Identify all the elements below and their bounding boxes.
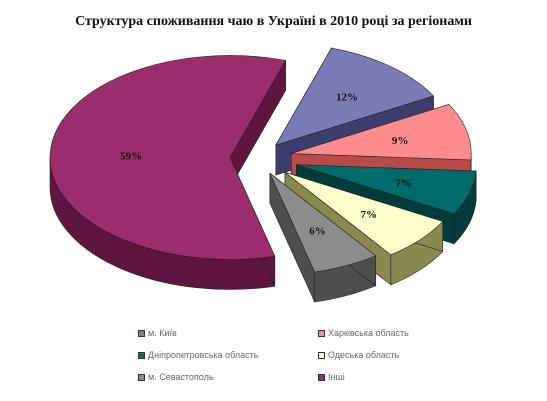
data-label: 7% [395, 177, 412, 189]
pie-slice-4 [269, 172, 377, 303]
legend-swatch [138, 373, 145, 381]
pie-slice-top [284, 171, 444, 256]
legend-label: м. Київ [148, 328, 177, 338]
pie-slice-5 [49, 55, 287, 290]
legend-label: Інші [328, 372, 345, 382]
data-label: 59% [120, 151, 142, 163]
legend-label: Дніпропетровська область [148, 350, 259, 360]
legend-item: Інші [318, 372, 345, 382]
legend-item: Харківська область [318, 328, 409, 338]
data-label: 9% [392, 135, 409, 147]
legend-swatch [318, 373, 325, 381]
legend-swatch [138, 351, 145, 359]
legend-item: Дніпропетровська область [138, 350, 259, 360]
pie-slice-top [269, 172, 377, 273]
pie-slice-top [296, 164, 477, 215]
legend-item: Одеська область [318, 350, 399, 360]
pie-slice-top [275, 47, 435, 146]
legend-label: м. Севастополь [148, 372, 214, 382]
legend-swatch [138, 329, 145, 337]
legend-item: м. Київ [138, 328, 177, 338]
data-label: 7% [360, 209, 377, 221]
legend-swatch [318, 329, 325, 337]
data-label: 12% [336, 91, 358, 103]
pie-slice-top [49, 55, 287, 260]
legend-item: м. Севастополь [138, 372, 214, 382]
legend-label: Харківська область [328, 328, 409, 338]
pie-slice-top [291, 104, 472, 161]
legend-swatch [318, 351, 325, 359]
data-label: 6% [309, 225, 326, 237]
chart-title: Структура споживання чаю в Україні в 201… [75, 14, 472, 29]
legend-label: Одеська область [328, 350, 400, 360]
